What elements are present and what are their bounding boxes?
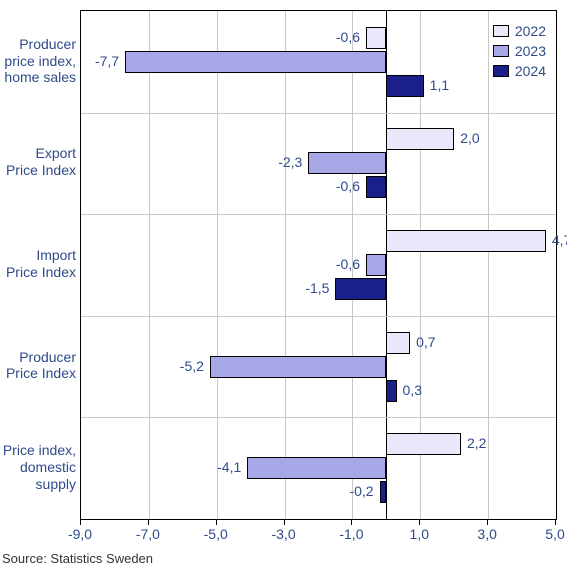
- bar-2024: [386, 75, 423, 97]
- y-category-label: Producer price index, home sales: [2, 36, 76, 86]
- bar-2022: [366, 27, 386, 49]
- bar-value-label: 0,3: [403, 382, 422, 398]
- x-tick: [284, 519, 285, 525]
- x-tick: [487, 519, 488, 525]
- bar-2022: [386, 230, 545, 252]
- x-tick: [555, 519, 556, 525]
- legend-swatch: [493, 65, 509, 77]
- bar-2024: [380, 481, 387, 503]
- y-category-label: Producer Price Index: [2, 349, 76, 383]
- bar-value-label: 4,7: [552, 232, 567, 248]
- x-tick: [148, 519, 149, 525]
- bar-value-label: 2,2: [467, 435, 486, 451]
- gridline-v: [149, 11, 150, 519]
- bar-value-label: 2,0: [460, 130, 479, 146]
- legend-label: 2024: [515, 63, 546, 79]
- x-tick: [216, 519, 217, 525]
- bar-2022: [386, 128, 454, 150]
- legend-label: 2023: [515, 43, 546, 59]
- bar-2024: [335, 278, 386, 300]
- bar-2023: [210, 356, 386, 378]
- bar-value-label: -0,6: [336, 256, 360, 272]
- x-tick-label: 5,0: [545, 526, 564, 542]
- x-tick: [419, 519, 420, 525]
- x-tick: [80, 519, 81, 525]
- y-category-label: Import Price Index: [2, 247, 76, 281]
- x-tick-label: -3,0: [272, 526, 296, 542]
- x-tick-label: 1,0: [410, 526, 429, 542]
- bar-2023: [308, 152, 386, 174]
- chart-source: Source: Statistics Sweden: [2, 551, 153, 566]
- plot-area: 202220232024 -0,6-7,71,12,0-2,3-0,64,7-0…: [80, 10, 557, 520]
- gridline-v: [488, 11, 489, 519]
- bar-value-label: -1,5: [305, 280, 329, 296]
- legend-item-2024: 2024: [493, 63, 546, 79]
- gridline-h: [81, 214, 556, 215]
- legend-swatch: [493, 45, 509, 57]
- gridline-v: [285, 11, 286, 519]
- bar-2024: [366, 176, 386, 198]
- bar-value-label: 1,1: [430, 77, 449, 93]
- gridline-h: [81, 417, 556, 418]
- x-tick: [351, 519, 352, 525]
- bar-2023: [247, 457, 386, 479]
- chart-frame: 2022 2023 2024 -0,6 -7,7 1,1 2,0 -2,3 -0,6 4,7 -0…: [0, 0, 567, 570]
- legend-item-2023: 2023: [493, 43, 546, 59]
- x-tick-label: -5,0: [204, 526, 228, 542]
- bar-value-label: -2,3: [278, 154, 302, 170]
- bar-value-label: -0,6: [336, 178, 360, 194]
- legend: 2022 2023 2024: [489, 17, 550, 85]
- legend-item-2022: 2022: [493, 23, 546, 39]
- legend-swatch: [493, 25, 509, 37]
- y-category-label: Price index, domestic supply: [2, 442, 76, 492]
- x-tick-label: -7,0: [136, 526, 160, 542]
- x-tick-label: 3,0: [477, 526, 496, 542]
- bar-value-label: -0,2: [349, 483, 373, 499]
- bar-2022: [386, 433, 461, 455]
- bar-value-label: -0,6: [336, 29, 360, 45]
- bar-value-label: -4,1: [217, 459, 241, 475]
- y-category-label: Export Price Index: [2, 146, 76, 180]
- bar-value-label: 0,7: [416, 334, 435, 350]
- gridline-h: [81, 113, 556, 114]
- bar-2022: [386, 332, 410, 354]
- bar-2023: [125, 51, 386, 73]
- x-tick-label: -1,0: [339, 526, 363, 542]
- bar-value-label: -7,7: [95, 53, 119, 69]
- gridline-h: [81, 316, 556, 317]
- legend-label: 2022: [515, 23, 546, 39]
- bar-2024: [386, 380, 396, 402]
- bar-value-label: -5,2: [180, 358, 204, 374]
- x-tick-label: -9,0: [68, 526, 92, 542]
- gridline-v: [217, 11, 218, 519]
- bar-2023: [366, 254, 386, 276]
